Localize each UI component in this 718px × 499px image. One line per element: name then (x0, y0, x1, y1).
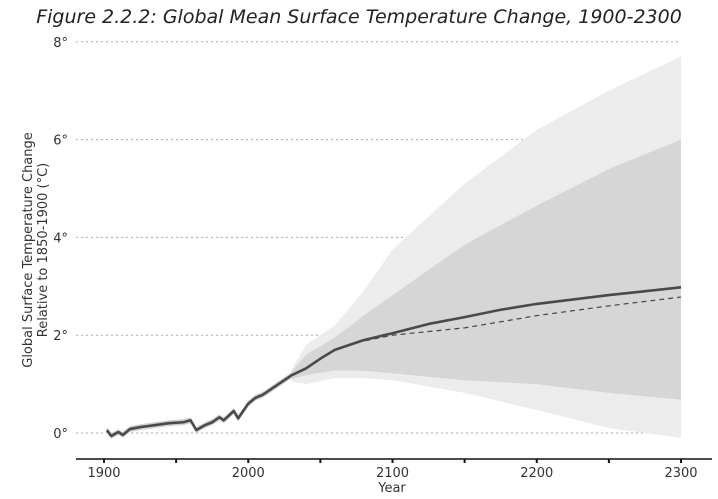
central-series-line (105, 285, 682, 438)
y-axis-label-line2: Relative to 1850-1900 (°C) (36, 163, 51, 337)
chart-title: Figure 2.2.2: Global Mean Surface Temper… (36, 6, 682, 28)
y-axis-label-line1: Global Surface Temperature Change (21, 132, 36, 368)
y-tick-label: 0° (53, 427, 68, 442)
x-tick-label: 2300 (664, 466, 697, 481)
x-tick-label: 2100 (376, 466, 409, 481)
y-tick-label: 6° (53, 134, 68, 149)
dashed-series-line (356, 296, 682, 344)
y-tick-label: 8° (53, 36, 68, 51)
x-axis-label: Year (377, 481, 406, 496)
x-tick-label: 1900 (87, 466, 120, 481)
x-tick-label: 2200 (520, 466, 553, 481)
x-tick-label: 2000 (232, 466, 265, 481)
y-tick-label: 4° (53, 231, 68, 246)
y-tick-label: 2° (53, 329, 68, 344)
